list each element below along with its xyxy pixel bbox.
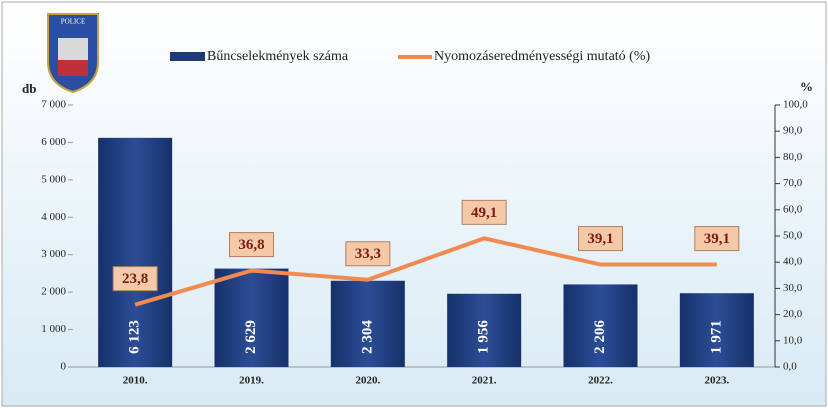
bar-value-label: 1 956 <box>476 320 492 354</box>
bar <box>214 268 289 367</box>
y2-tick-label: 30,0 <box>783 282 803 294</box>
logo: POLICE <box>47 13 99 94</box>
y2-tick-label: 0,0 <box>783 361 797 373</box>
line-value-label: 49,1 <box>471 205 497 221</box>
y2-axis-label: % <box>800 79 813 94</box>
y-tick-label: 4 000 <box>41 211 66 223</box>
line <box>134 236 717 307</box>
value-label-box <box>461 199 507 225</box>
x-tick-label: 2023. <box>704 375 729 387</box>
y2-tick-label: 10,0 <box>783 334 803 346</box>
bar <box>330 280 405 367</box>
legend-label: Nyomozáseredményességi mutató (%) <box>434 49 650 64</box>
line-value-label: 33,3 <box>355 246 381 262</box>
line-value-label: 39,1 <box>587 231 613 247</box>
bar-value-label: 6 123 <box>127 320 143 354</box>
bar-value-label: 1 971 <box>708 320 724 354</box>
value-label-box <box>345 241 391 267</box>
line-value-label: 23,8 <box>122 271 148 287</box>
value-label-box <box>694 226 740 252</box>
value-label-box <box>112 266 158 292</box>
y2-tick-label: 90,0 <box>783 125 803 137</box>
x-tick-label: 2022. <box>588 375 613 387</box>
bar-value-label: 2 629 <box>243 320 259 354</box>
y-tick-label: 6 000 <box>41 136 66 148</box>
y2-tick-label: 100,0 <box>783 99 808 111</box>
bar <box>98 137 173 367</box>
y2-tick-label: 20,0 <box>783 308 803 320</box>
y-axis-label: db <box>22 81 36 96</box>
x-tick-label: 2010. <box>123 375 148 387</box>
legend-label: Bűncselekmények száma <box>207 49 349 64</box>
y2-tick-label: 60,0 <box>783 203 803 215</box>
bar-value-label: 2 206 <box>592 320 608 354</box>
bar <box>563 284 638 367</box>
line-value-label: 36,8 <box>238 237 264 253</box>
y-tick-label: 2 000 <box>41 286 66 298</box>
value-label-box <box>578 226 623 252</box>
bar <box>679 293 754 367</box>
y-tick-label: 0 <box>61 361 67 373</box>
y-tick-label: 7 000 <box>41 99 66 111</box>
bar-value-label: 2 304 <box>359 320 375 354</box>
x-tick-label: 2020. <box>355 375 380 387</box>
y-tick-label: 1 000 <box>41 323 66 335</box>
value-label-box <box>229 232 274 258</box>
y2-tick-label: 50,0 <box>783 230 803 242</box>
x-tick-label: 2021. <box>472 375 497 387</box>
x-tick-label: 2019. <box>239 375 264 387</box>
bar <box>447 293 522 367</box>
y-tick-label: 5 000 <box>41 173 66 185</box>
logo-text: POLICE <box>61 18 86 26</box>
y2-tick-label: 80,0 <box>783 151 803 163</box>
y2-tick-label: 70,0 <box>783 177 803 189</box>
y2-tick-label: 40,0 <box>783 256 803 268</box>
y-tick-label: 3 000 <box>41 248 66 260</box>
legend-swatch <box>170 52 205 61</box>
line-value-label: 39,1 <box>704 231 730 247</box>
